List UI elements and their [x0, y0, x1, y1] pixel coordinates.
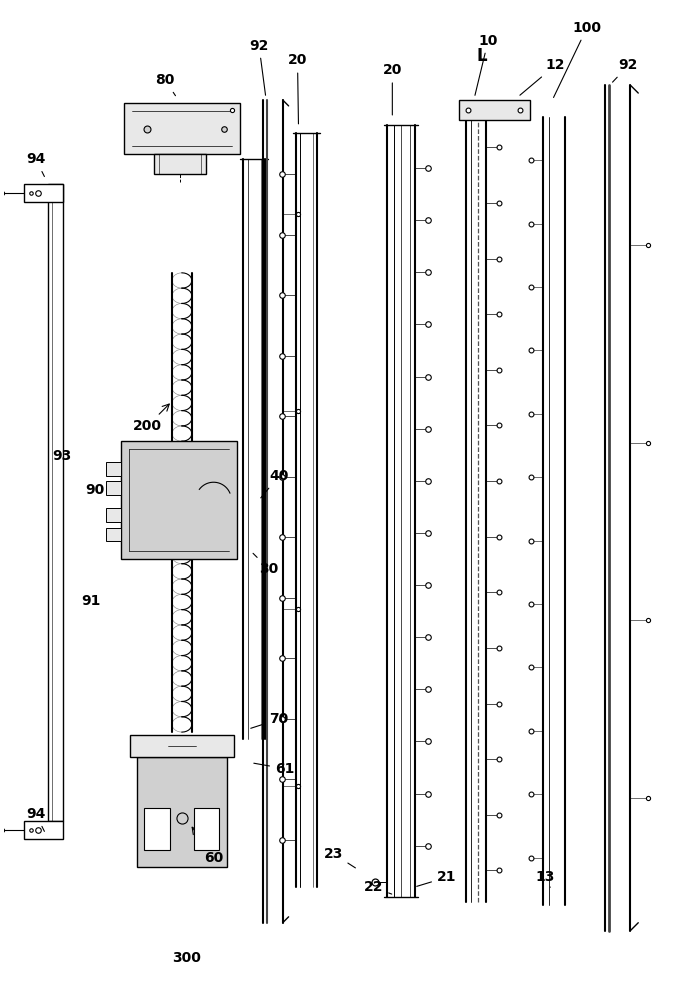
Bar: [47, 184, 64, 821]
Bar: [106, 481, 121, 495]
Bar: [124, 103, 240, 154]
Text: 100: 100: [554, 21, 601, 97]
Bar: [106, 508, 121, 522]
Text: 30: 30: [253, 553, 278, 576]
Text: 200: 200: [133, 404, 169, 433]
Text: 22: 22: [364, 880, 392, 894]
Text: L: L: [477, 47, 487, 65]
Text: 20: 20: [383, 63, 402, 115]
Text: 300: 300: [173, 951, 201, 965]
Bar: [129, 735, 234, 757]
Text: 94: 94: [26, 152, 45, 177]
Text: 23: 23: [324, 847, 355, 868]
Text: 12: 12: [520, 58, 565, 95]
Bar: [121, 441, 237, 559]
Text: 60: 60: [192, 827, 223, 865]
Text: 94: 94: [26, 807, 45, 831]
Text: 91: 91: [81, 594, 101, 608]
Bar: [154, 154, 206, 174]
Text: 70: 70: [250, 712, 288, 728]
Text: 61: 61: [254, 762, 294, 776]
Text: 21: 21: [417, 870, 456, 886]
Text: 20: 20: [288, 53, 307, 124]
Text: 92: 92: [249, 39, 269, 95]
Text: 40: 40: [261, 469, 288, 498]
Bar: [194, 808, 219, 850]
Text: 93: 93: [52, 449, 71, 463]
Bar: [106, 528, 121, 541]
Bar: [137, 757, 227, 867]
Bar: [24, 184, 64, 202]
Text: 90: 90: [85, 483, 105, 497]
Bar: [24, 821, 64, 839]
Text: 10: 10: [475, 34, 498, 95]
Bar: [106, 462, 121, 476]
Text: 92: 92: [613, 58, 638, 82]
Text: 80: 80: [156, 73, 175, 96]
Text: 13: 13: [536, 870, 555, 887]
Bar: [458, 100, 529, 120]
Bar: [144, 808, 170, 850]
